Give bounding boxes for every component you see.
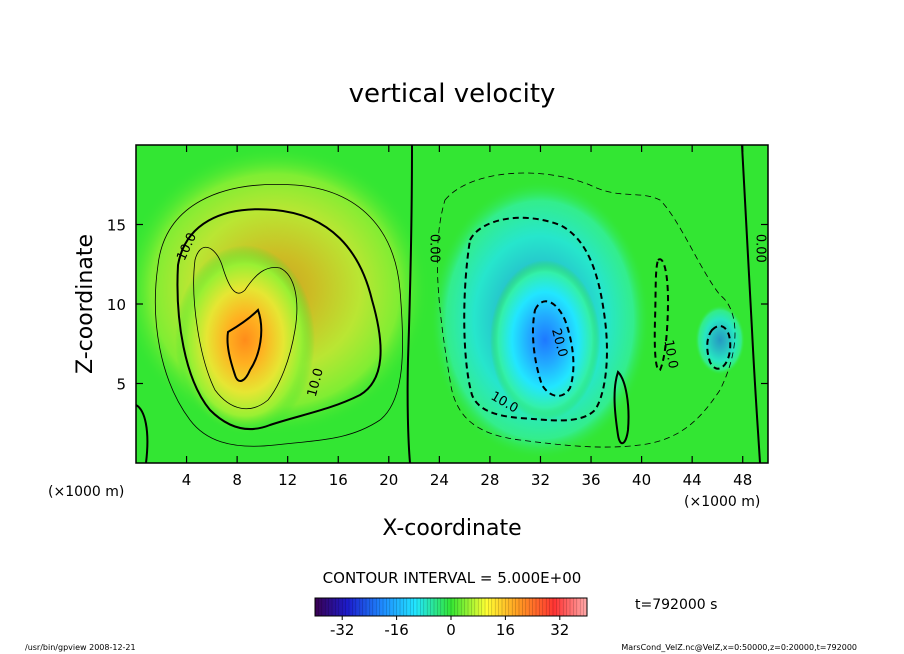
colorbar-tick-label: 0 (446, 621, 456, 639)
chart-title: vertical velocity (349, 79, 556, 109)
positive-field-core (175, 245, 315, 435)
x-tick-label: 36 (581, 471, 600, 489)
contour-zero-left (136, 404, 149, 463)
contour-zero-main (406, 145, 413, 463)
x-axis-label: X-coordinate (382, 516, 521, 541)
negative-field-small (695, 305, 745, 375)
x-tick-label: 8 (232, 471, 242, 489)
colorbar-tick-label: -32 (330, 621, 355, 639)
y-tick-label: 15 (107, 217, 126, 235)
contour-pos-10 (176, 208, 382, 430)
x-tick-label: 16 (329, 471, 348, 489)
y-axis-ticks: 5 10 15 (107, 217, 768, 394)
footer-left: /usr/bin/gpview 2008-12-21 (25, 643, 136, 652)
contour-pos-20 (226, 308, 263, 382)
contour-label: 0.00 (753, 234, 768, 263)
x-tick-label: 48 (733, 471, 752, 489)
contour-pos-15 (193, 247, 298, 409)
x-tick-label: 32 (531, 471, 550, 489)
contour-neg-20 (532, 300, 575, 397)
colorbar-stripes (314, 598, 588, 616)
colorbar-tick-label: 16 (496, 621, 515, 639)
x-tick-label: 24 (430, 471, 449, 489)
x-unit-label-right: (×1000 m) (684, 494, 760, 510)
time-label: t=792000 s (635, 597, 717, 613)
colorbar-ticks: -32 -16 0 16 32 (330, 616, 569, 639)
x-tick-label: 40 (632, 471, 651, 489)
zero-contours (136, 145, 761, 463)
contour-zero-right (741, 145, 761, 463)
contour-label: 10.0 (660, 339, 680, 370)
x-unit-label-left: (×1000 m) (48, 484, 124, 500)
contour-label: 20.0 (548, 327, 570, 359)
footer-right: MarsCond_VelZ.nc@VelZ,x=0:50000,z=0:2000… (621, 643, 857, 652)
contour-label: 0.00 (427, 234, 442, 263)
x-tick-label: 44 (683, 471, 702, 489)
y-axis-label: Z-coordinate (73, 234, 98, 374)
contour-neg-5 (436, 172, 736, 448)
x-axis-ticks: 4 8 12 16 20 24 28 32 36 40 44 48 (182, 145, 752, 489)
y-tick-label: 5 (116, 376, 126, 394)
colorbar: -32 -16 0 16 32 (314, 597, 588, 639)
x-tick-label: 4 (182, 471, 192, 489)
colorbar-tick-label: 32 (550, 621, 569, 639)
x-tick-label: 20 (379, 471, 398, 489)
contour-label: 10.0 (305, 367, 327, 399)
y-tick-label: 10 (107, 296, 126, 314)
x-tick-label: 12 (278, 471, 297, 489)
contour-zero-small (613, 370, 630, 445)
negative-contours (436, 172, 736, 448)
contour-neg-10-right (653, 258, 670, 372)
contour-interval-label: CONTOUR INTERVAL = 5.000E+00 (323, 569, 582, 587)
contour-neg-10-small (706, 325, 732, 370)
positive-contours (154, 183, 403, 447)
contour-pos-5 (154, 183, 403, 447)
colorbar-tick-label: -16 (384, 621, 409, 639)
x-tick-label: 28 (480, 471, 499, 489)
